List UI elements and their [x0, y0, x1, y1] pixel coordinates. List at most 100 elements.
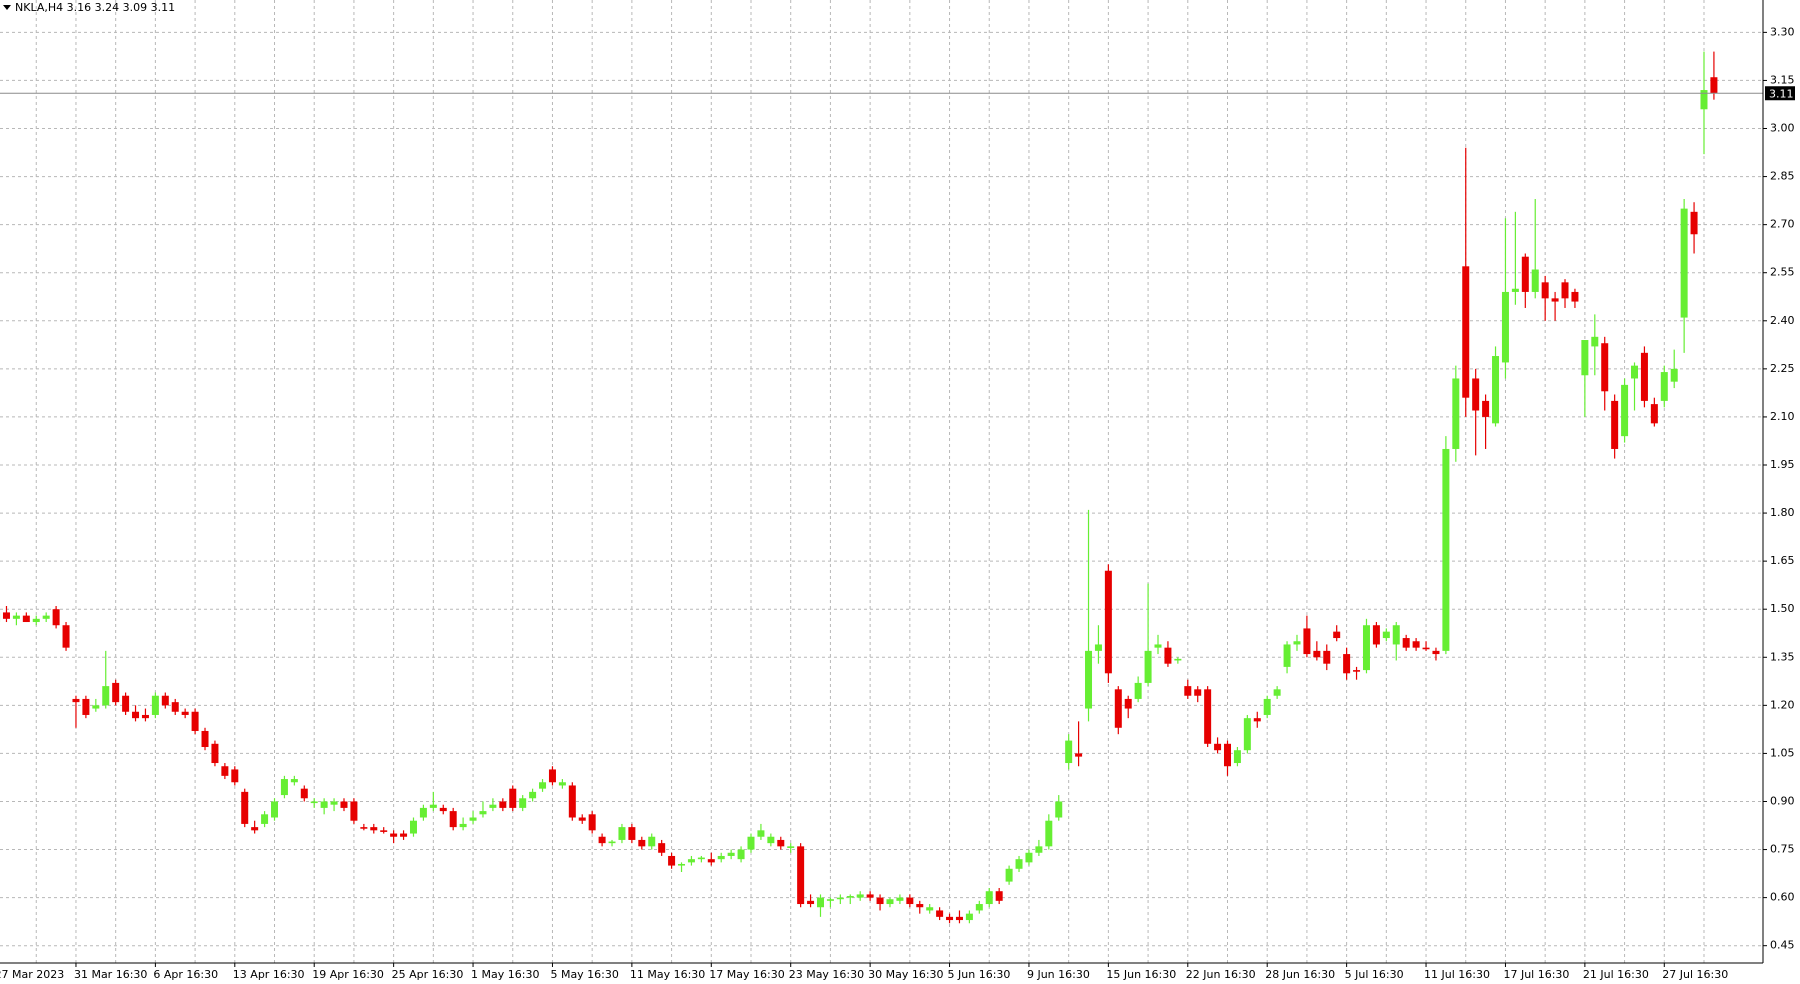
title-arrow	[3, 5, 11, 10]
candle-body	[826, 899, 834, 901]
candle-body	[529, 791, 537, 799]
x-tick-label: 31 Mar 16:30	[74, 968, 147, 981]
candle-body	[469, 817, 477, 821]
candle-body	[1134, 682, 1142, 699]
candle-body	[598, 836, 606, 844]
x-tick-label: 19 Apr 16:30	[312, 968, 384, 981]
candle-body	[1055, 801, 1063, 818]
candle-body	[1511, 288, 1519, 292]
candle-body	[1144, 650, 1152, 683]
chart-title: NKLA,H4 3.16 3.24 3.09 3.11	[15, 1, 175, 14]
candle-body	[678, 863, 686, 866]
y-tick-label: 1.35	[1770, 650, 1795, 663]
candle-body	[419, 807, 427, 818]
x-tick-label: 30 May 16:30	[868, 968, 943, 981]
price-tag	[1765, 86, 1795, 101]
candle-body	[717, 855, 725, 860]
candle-body	[1700, 90, 1708, 110]
candle-body	[946, 916, 954, 921]
x-tick-label: 5 May 16:30	[550, 968, 618, 981]
candle-body	[181, 711, 189, 715]
candle-body	[1343, 654, 1351, 674]
candle-body	[132, 711, 140, 719]
candle-body	[390, 833, 398, 837]
candle-body	[519, 798, 527, 808]
candle-body	[856, 894, 864, 898]
candle-body	[896, 897, 904, 901]
x-tick-label: 5 Jul 16:30	[1345, 968, 1404, 981]
candle-body	[509, 788, 517, 808]
candle-body	[1670, 368, 1678, 382]
candle-body	[787, 846, 795, 848]
candle-body	[628, 827, 636, 840]
candle-body	[191, 711, 199, 731]
candle-body	[459, 823, 467, 828]
candle-body	[171, 702, 179, 712]
candle-body	[330, 801, 338, 805]
candle-body	[22, 615, 30, 623]
candle-body	[1521, 256, 1529, 292]
candle-body	[72, 698, 80, 703]
candle-body	[409, 820, 417, 834]
y-tick-label: 2.70	[1770, 218, 1795, 231]
candle-body	[1452, 378, 1460, 449]
candle-body	[1353, 670, 1361, 672]
y-tick-label: 3.00	[1770, 122, 1795, 135]
candle-body	[1065, 740, 1073, 764]
candle-body	[1601, 343, 1609, 392]
candle-body	[290, 779, 298, 783]
candle-body	[588, 814, 596, 831]
candle-body	[241, 791, 249, 824]
candle-body	[1293, 641, 1301, 645]
candle-body	[1561, 282, 1569, 299]
candle-body	[1223, 743, 1231, 767]
candle-body	[1640, 352, 1648, 401]
candle-body	[1392, 625, 1400, 645]
candle-body	[1541, 282, 1549, 299]
candle-body	[1303, 628, 1311, 655]
candle-body	[1214, 743, 1222, 751]
x-tick-label: 11 May 16:30	[630, 968, 705, 981]
y-tick-label: 0.90	[1770, 794, 1795, 807]
candle-body	[1283, 644, 1291, 667]
candle-body	[578, 817, 586, 821]
candle-body	[1114, 689, 1122, 728]
x-tick-label: 23 May 16:30	[789, 968, 864, 981]
grid-layer	[0, 0, 1763, 963]
candle-body	[151, 695, 159, 715]
candle-body	[1482, 400, 1490, 417]
x-tick-label: 9 Jun 16:30	[1027, 968, 1090, 981]
candle-body	[1333, 631, 1341, 639]
candle-body	[1551, 298, 1559, 302]
candle-body	[271, 801, 279, 818]
x-tick-label: 27 Jul 16:30	[1662, 968, 1728, 981]
candle-body	[1045, 820, 1053, 847]
candle-body	[449, 811, 457, 828]
candle-body	[965, 913, 973, 921]
candle-body	[360, 827, 368, 829]
candle-body	[1710, 77, 1718, 94]
y-tick-label: 1.20	[1770, 698, 1795, 711]
candle-body	[141, 714, 149, 719]
x-tick-label: 11 Jul 16:30	[1424, 968, 1490, 981]
y-tick-label: 0.45	[1770, 939, 1795, 952]
candle-body	[400, 833, 408, 837]
candle-body	[251, 827, 259, 831]
candle-body	[1631, 365, 1639, 379]
candle-body	[112, 682, 120, 703]
candle-body	[479, 811, 487, 815]
candle-body	[1432, 650, 1440, 655]
y-tick-label: 1.80	[1770, 506, 1795, 519]
candle-body	[62, 625, 70, 648]
candle-body	[1184, 686, 1192, 696]
x-tick-label: 17 May 16:30	[709, 968, 784, 981]
candle-body	[1621, 384, 1629, 437]
candle-body	[1650, 404, 1658, 424]
candle-body	[668, 855, 676, 866]
candle-body	[1233, 750, 1241, 764]
x-tick-label: 5 Jun 16:30	[948, 968, 1011, 981]
candle-body	[638, 839, 646, 847]
